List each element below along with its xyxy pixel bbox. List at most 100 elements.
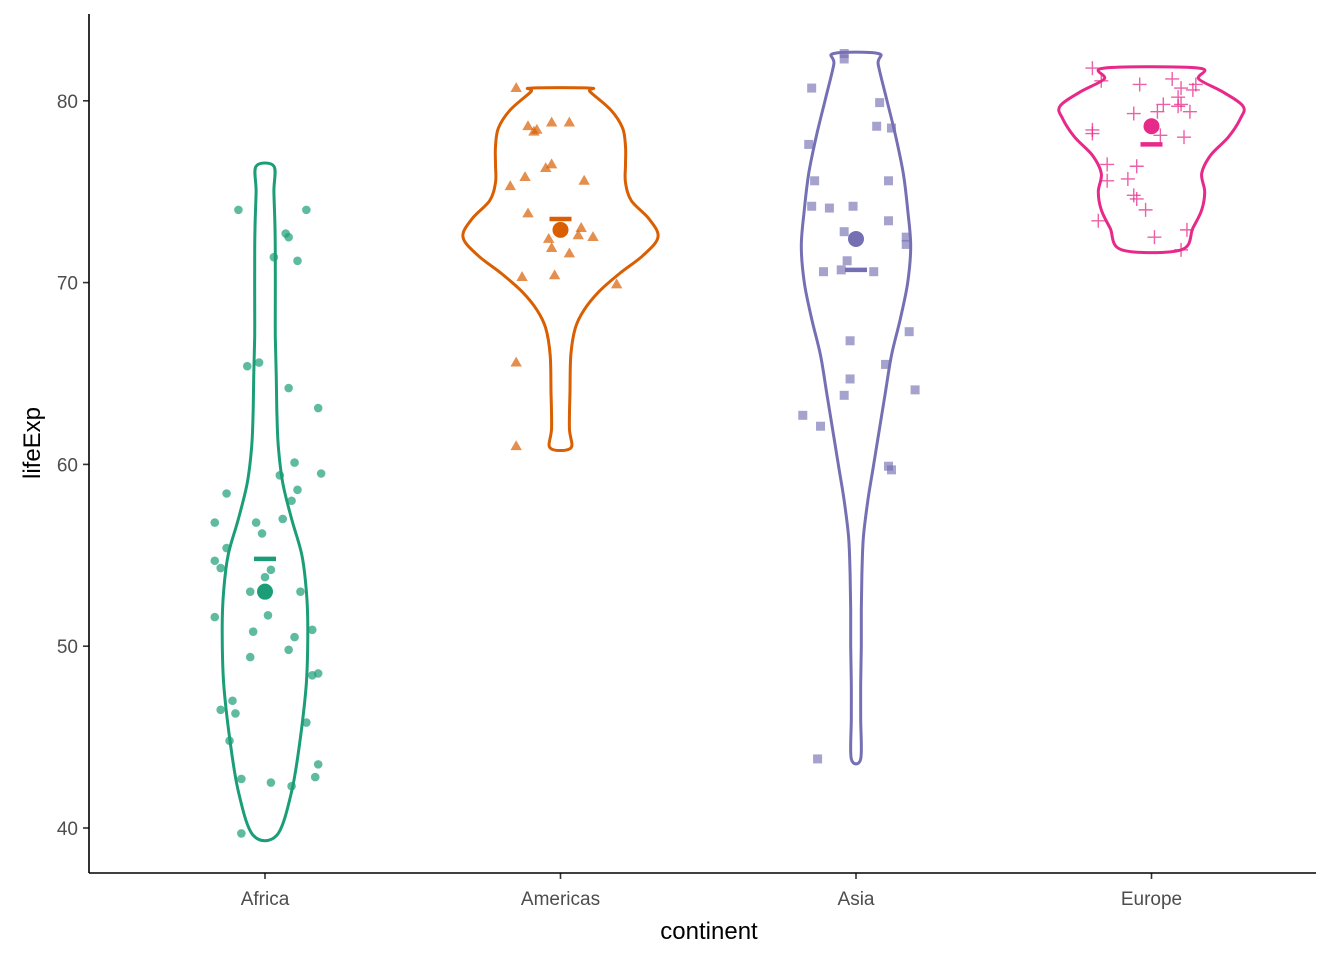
point-asia xyxy=(910,385,920,395)
point-europe xyxy=(1188,77,1203,92)
point-africa xyxy=(313,669,323,678)
violin-asia xyxy=(799,50,913,766)
point-africa xyxy=(237,829,246,838)
point-africa xyxy=(307,625,317,635)
point-americas xyxy=(522,207,534,218)
point-asia xyxy=(818,267,828,277)
point-europe xyxy=(1138,202,1153,217)
point-americas xyxy=(575,222,587,232)
point-africa xyxy=(231,709,240,718)
point-africa xyxy=(216,563,225,573)
point-asia xyxy=(839,227,849,237)
point-africa xyxy=(254,358,264,367)
point-americas xyxy=(545,158,558,169)
mean-americas xyxy=(552,221,569,238)
violins xyxy=(220,50,1246,843)
point-europe xyxy=(1174,242,1189,257)
violin-americas xyxy=(461,86,660,453)
point-africa xyxy=(210,612,220,622)
point-americas xyxy=(522,120,534,131)
point-asia xyxy=(804,139,814,149)
point-americas xyxy=(510,82,522,92)
y-tick-label: 70 xyxy=(57,274,78,295)
point-africa xyxy=(284,645,293,655)
point-asia xyxy=(881,359,891,369)
point-africa xyxy=(316,469,326,478)
point-africa xyxy=(287,781,296,791)
point-europe xyxy=(1185,82,1200,97)
point-americas xyxy=(510,440,522,451)
point-europe xyxy=(1182,104,1197,119)
point-americas xyxy=(578,174,590,185)
y-axis-title: lifeExp xyxy=(19,407,46,479)
point-asia xyxy=(872,121,882,131)
point-europe xyxy=(1174,97,1189,112)
y-axis-ticks: 40 50 60 70 80 xyxy=(57,92,89,840)
point-europe xyxy=(1129,191,1144,206)
point-africa xyxy=(245,587,255,596)
point-europe xyxy=(1129,159,1144,174)
point-africa xyxy=(251,518,261,527)
point-asia xyxy=(901,239,911,249)
point-africa xyxy=(293,256,302,266)
point-europe xyxy=(1085,61,1100,76)
point-europe xyxy=(1177,130,1192,145)
point-asia xyxy=(810,176,820,186)
point-asia xyxy=(901,232,911,242)
point-europe xyxy=(1150,104,1165,119)
point-europe xyxy=(1174,81,1189,96)
point-europe xyxy=(1100,173,1115,188)
point-africa xyxy=(234,205,243,215)
point-asia xyxy=(798,410,808,420)
point-europe xyxy=(1179,222,1194,237)
point-africa xyxy=(266,565,276,575)
point-americas xyxy=(548,269,561,280)
point-africa xyxy=(278,514,288,524)
point-africa xyxy=(242,361,252,371)
point-europe xyxy=(1120,171,1135,186)
x-tick-label: Africa xyxy=(241,889,290,910)
point-africa xyxy=(257,529,267,538)
point-africa xyxy=(302,718,311,727)
y-tick-label: 80 xyxy=(57,92,78,113)
point-americas xyxy=(563,247,576,258)
point-asia xyxy=(884,176,894,186)
point-americas xyxy=(540,162,552,172)
point-americas xyxy=(516,271,528,282)
point-africa xyxy=(269,252,279,262)
point-africa xyxy=(216,705,225,715)
point-asia xyxy=(807,201,817,211)
point-africa xyxy=(313,760,323,769)
point-asia xyxy=(839,54,849,64)
point-americas xyxy=(610,278,623,289)
point-europe xyxy=(1147,230,1162,245)
point-americas xyxy=(563,116,576,127)
point-asia xyxy=(845,374,855,384)
point-europe xyxy=(1094,73,1109,88)
point-asia xyxy=(869,267,879,277)
point-africa xyxy=(228,696,237,706)
point-americas xyxy=(542,232,555,243)
point-europe xyxy=(1171,99,1186,114)
point-americas xyxy=(545,242,558,252)
point-africa xyxy=(290,632,299,642)
point-asia xyxy=(848,201,858,211)
point-asia xyxy=(816,421,826,431)
point-asia xyxy=(842,256,852,266)
point-africa xyxy=(248,627,258,636)
x-tick-label: Asia xyxy=(838,889,875,910)
mean-africa xyxy=(257,583,273,600)
x-tick-label: Americas xyxy=(521,889,600,910)
point-asia xyxy=(824,203,834,213)
mean-asia xyxy=(848,230,864,247)
point-europe xyxy=(1091,213,1106,228)
point-africa xyxy=(245,652,255,662)
point-africa xyxy=(290,458,299,467)
point-africa xyxy=(260,572,270,582)
mean-europe xyxy=(1143,118,1160,135)
point-europe xyxy=(1153,128,1168,143)
point-asia xyxy=(839,49,849,59)
violin-africa xyxy=(220,161,310,843)
point-asia xyxy=(875,98,885,108)
